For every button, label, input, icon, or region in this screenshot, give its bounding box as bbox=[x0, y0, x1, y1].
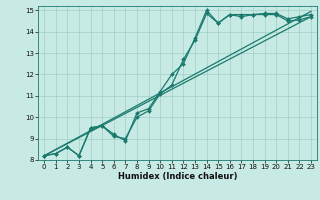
X-axis label: Humidex (Indice chaleur): Humidex (Indice chaleur) bbox=[118, 172, 237, 181]
